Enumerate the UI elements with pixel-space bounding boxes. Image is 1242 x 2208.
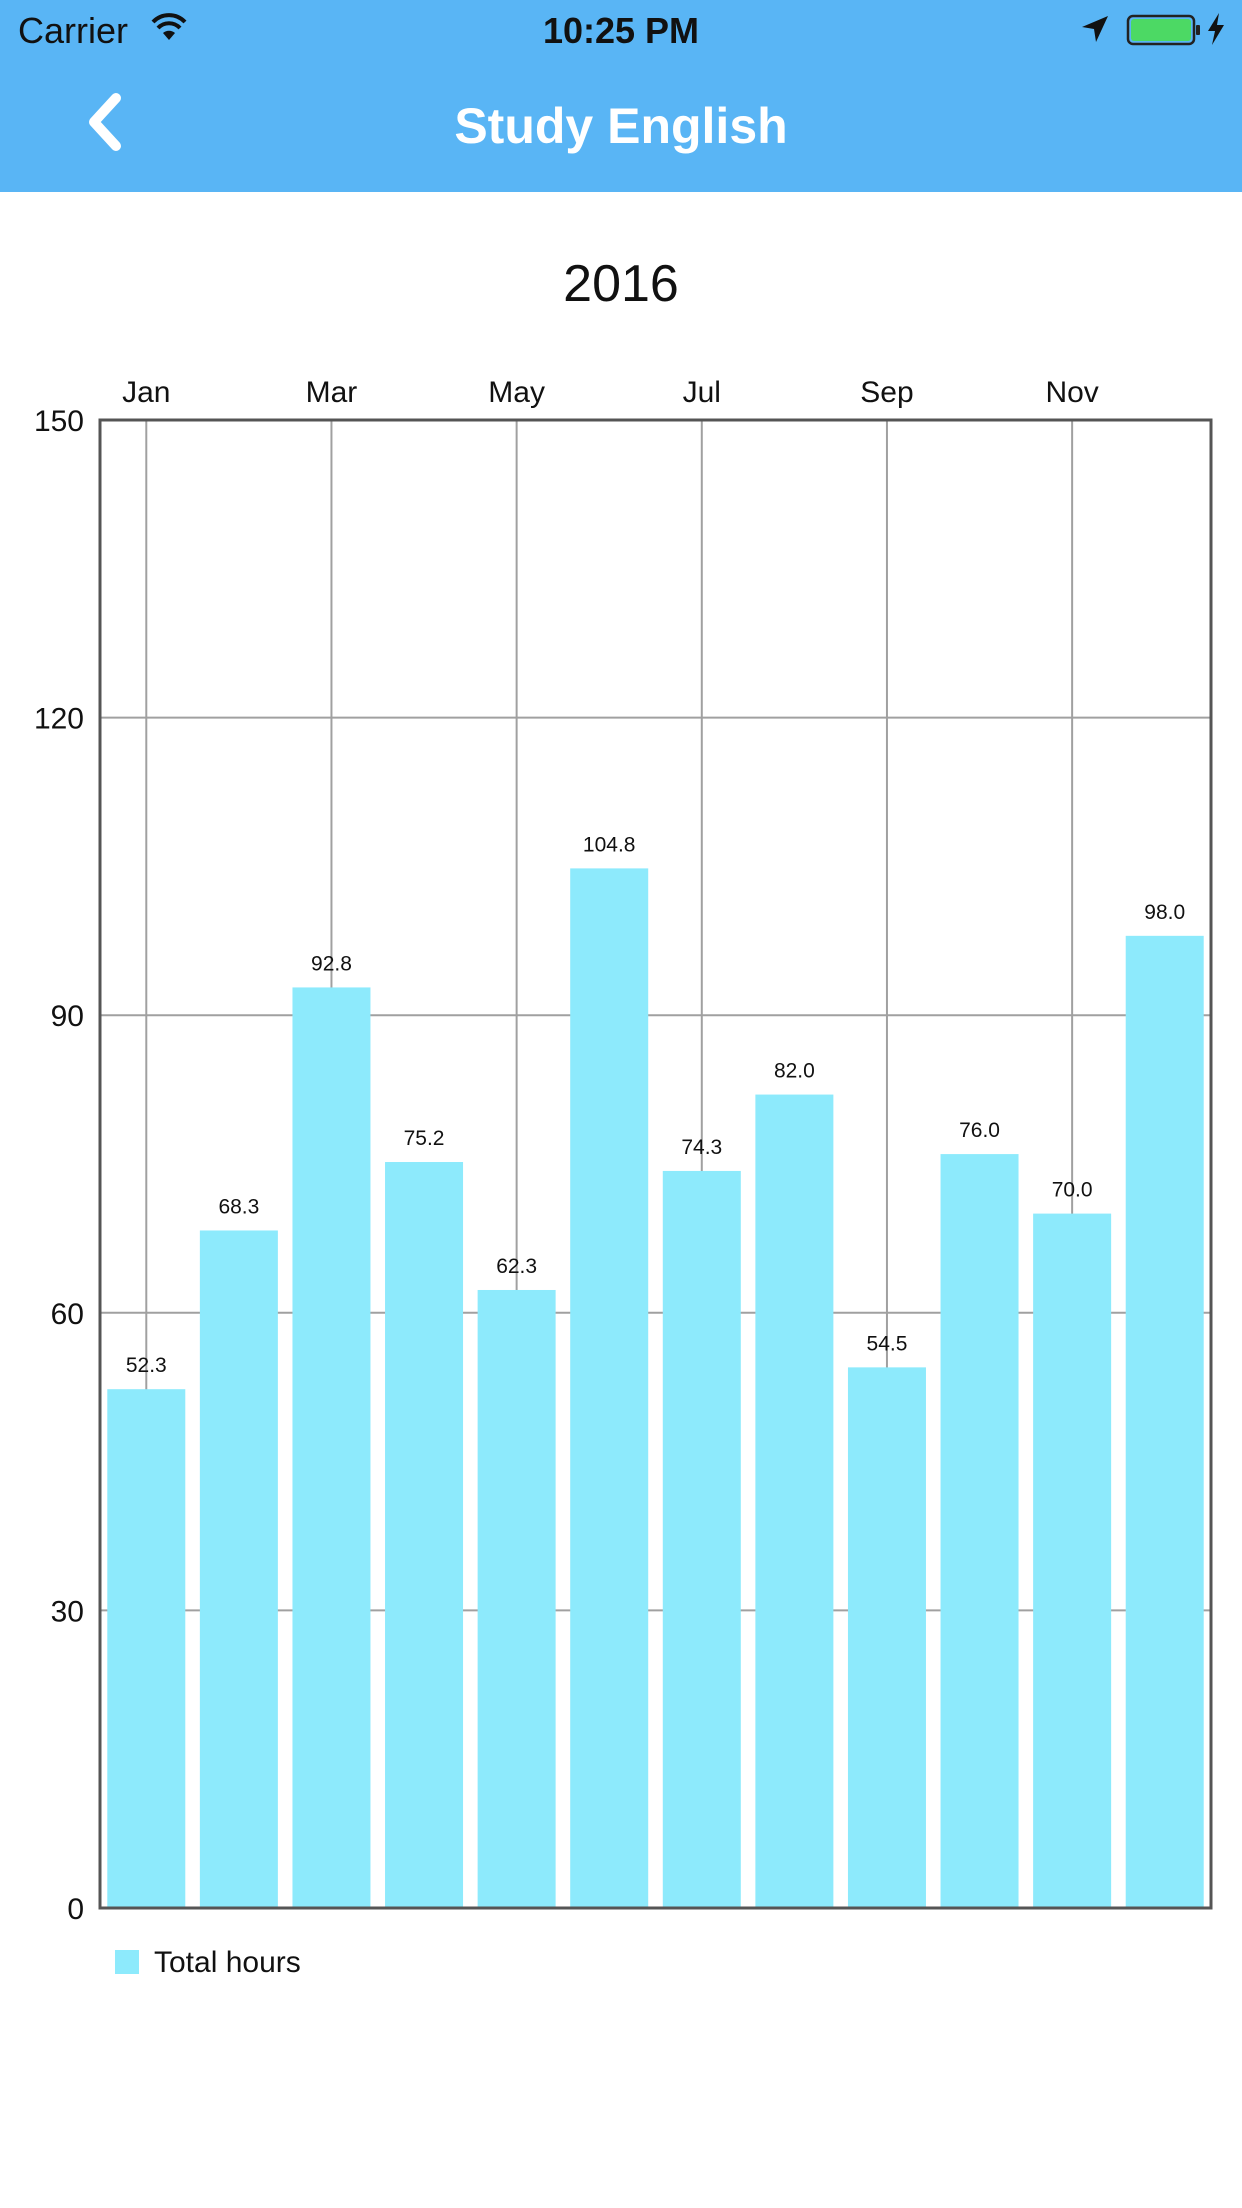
x-tick-label: Jul — [683, 376, 721, 409]
y-tick-label: 60 — [51, 1298, 84, 1331]
data-label: 92.8 — [311, 952, 352, 975]
data-label: 104.8 — [583, 833, 636, 856]
x-tick-label: Nov — [1045, 376, 1098, 409]
back-button[interactable] — [80, 92, 130, 152]
wifi-icon — [151, 13, 187, 40]
chart-title: 2016 — [563, 255, 679, 313]
data-label: 68.3 — [218, 1195, 259, 1218]
legend-label: Total hours — [154, 1946, 301, 1979]
bar-oct — [940, 1154, 1019, 1908]
y-tick-label: 120 — [34, 703, 84, 736]
y-tick-label: 90 — [51, 1000, 84, 1033]
x-tick-label: Sep — [860, 376, 913, 409]
navigation-header: Carrier 10:25 PM Study English — [0, 0, 1242, 192]
bar-sep — [847, 1367, 926, 1908]
status-time: 10:25 PM — [542, 10, 700, 51]
plot-frame — [98, 418, 1213, 1910]
data-label: 98.0 — [1144, 901, 1185, 924]
bar-may — [477, 1289, 556, 1908]
chart-legend: Total hours — [115, 1946, 301, 1979]
charging-bolt-icon — [1208, 13, 1224, 45]
bar-jul — [662, 1170, 741, 1908]
bar-mar — [292, 987, 371, 1908]
bar-aug — [755, 1094, 834, 1908]
data-label: 52.3 — [126, 1354, 167, 1377]
legend-swatch — [115, 1950, 139, 1974]
data-label: 70.0 — [1052, 1179, 1093, 1202]
data-label: 74.3 — [681, 1136, 722, 1159]
chart-bars — [107, 868, 1204, 1908]
page-title: Study English — [454, 98, 788, 154]
data-label: 82.0 — [774, 1060, 815, 1083]
x-tick-label: Jan — [122, 376, 170, 409]
bar-jun — [570, 868, 649, 1908]
bar-feb — [199, 1230, 278, 1908]
x-tick-label: May — [488, 376, 545, 409]
y-tick-label: 30 — [51, 1595, 84, 1628]
chart-labels: 0 30 60 90 120 150 Jan Mar May Jul Sep Nov 52.3 68.3 9… — [34, 376, 1185, 1926]
bar-nov — [1033, 1213, 1112, 1908]
carrier-label: Carrier — [18, 10, 129, 51]
data-label: 75.2 — [404, 1127, 445, 1150]
bar-dec — [1125, 935, 1204, 1908]
y-tick-label: 150 — [34, 405, 84, 438]
location-arrow-icon — [1082, 16, 1108, 42]
chevron-left-icon — [89, 93, 121, 151]
bar-apr — [385, 1162, 464, 1908]
bar-jan — [107, 1389, 186, 1908]
y-tick-label: 0 — [67, 1893, 84, 1926]
bar-chart: 2016 0 30 60 90 120 150 Jan Mar May Jul Sep Nov 52.3… — [34, 255, 1213, 1979]
x-tick-label: Mar — [306, 376, 358, 409]
battery-icon — [1126, 14, 1200, 46]
data-label: 76.0 — [959, 1119, 1000, 1142]
data-label: 54.5 — [867, 1332, 908, 1355]
data-label: 62.3 — [496, 1255, 537, 1278]
